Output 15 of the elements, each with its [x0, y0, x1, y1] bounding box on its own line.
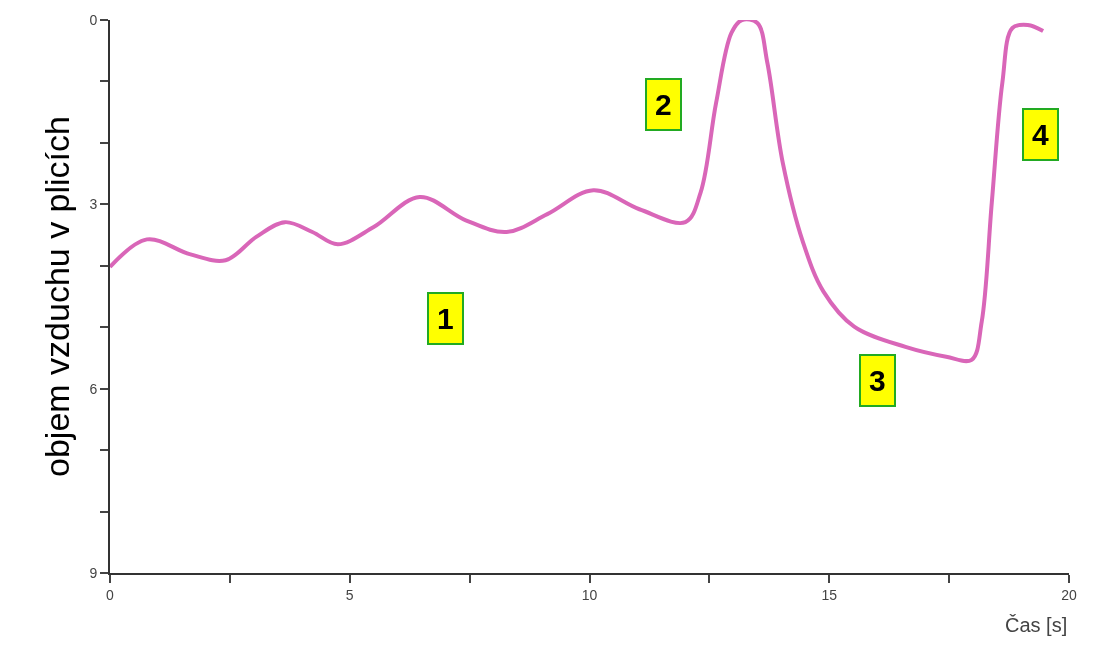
x-axis-title: Čas [s]	[1005, 614, 1068, 636]
x-tick-label: 0	[106, 586, 115, 603]
annotation: 2	[655, 88, 672, 121]
x-tick-label: 10	[581, 586, 598, 603]
annotation: 4	[1032, 118, 1049, 151]
y-tick-label: 3	[89, 196, 98, 213]
y-tick-label: 6	[89, 380, 98, 397]
x-tick-label: 20	[1061, 586, 1077, 603]
y-axis-title: objem vzduchu v plicích	[37, 116, 76, 477]
x-tick-label: 15	[821, 586, 838, 603]
annotation: 3	[869, 364, 886, 397]
y-tick-label: 9	[89, 564, 98, 581]
annotation: 1	[437, 302, 454, 335]
x-tick-label: 5	[345, 586, 354, 603]
y-tick-label: 0	[89, 11, 98, 28]
